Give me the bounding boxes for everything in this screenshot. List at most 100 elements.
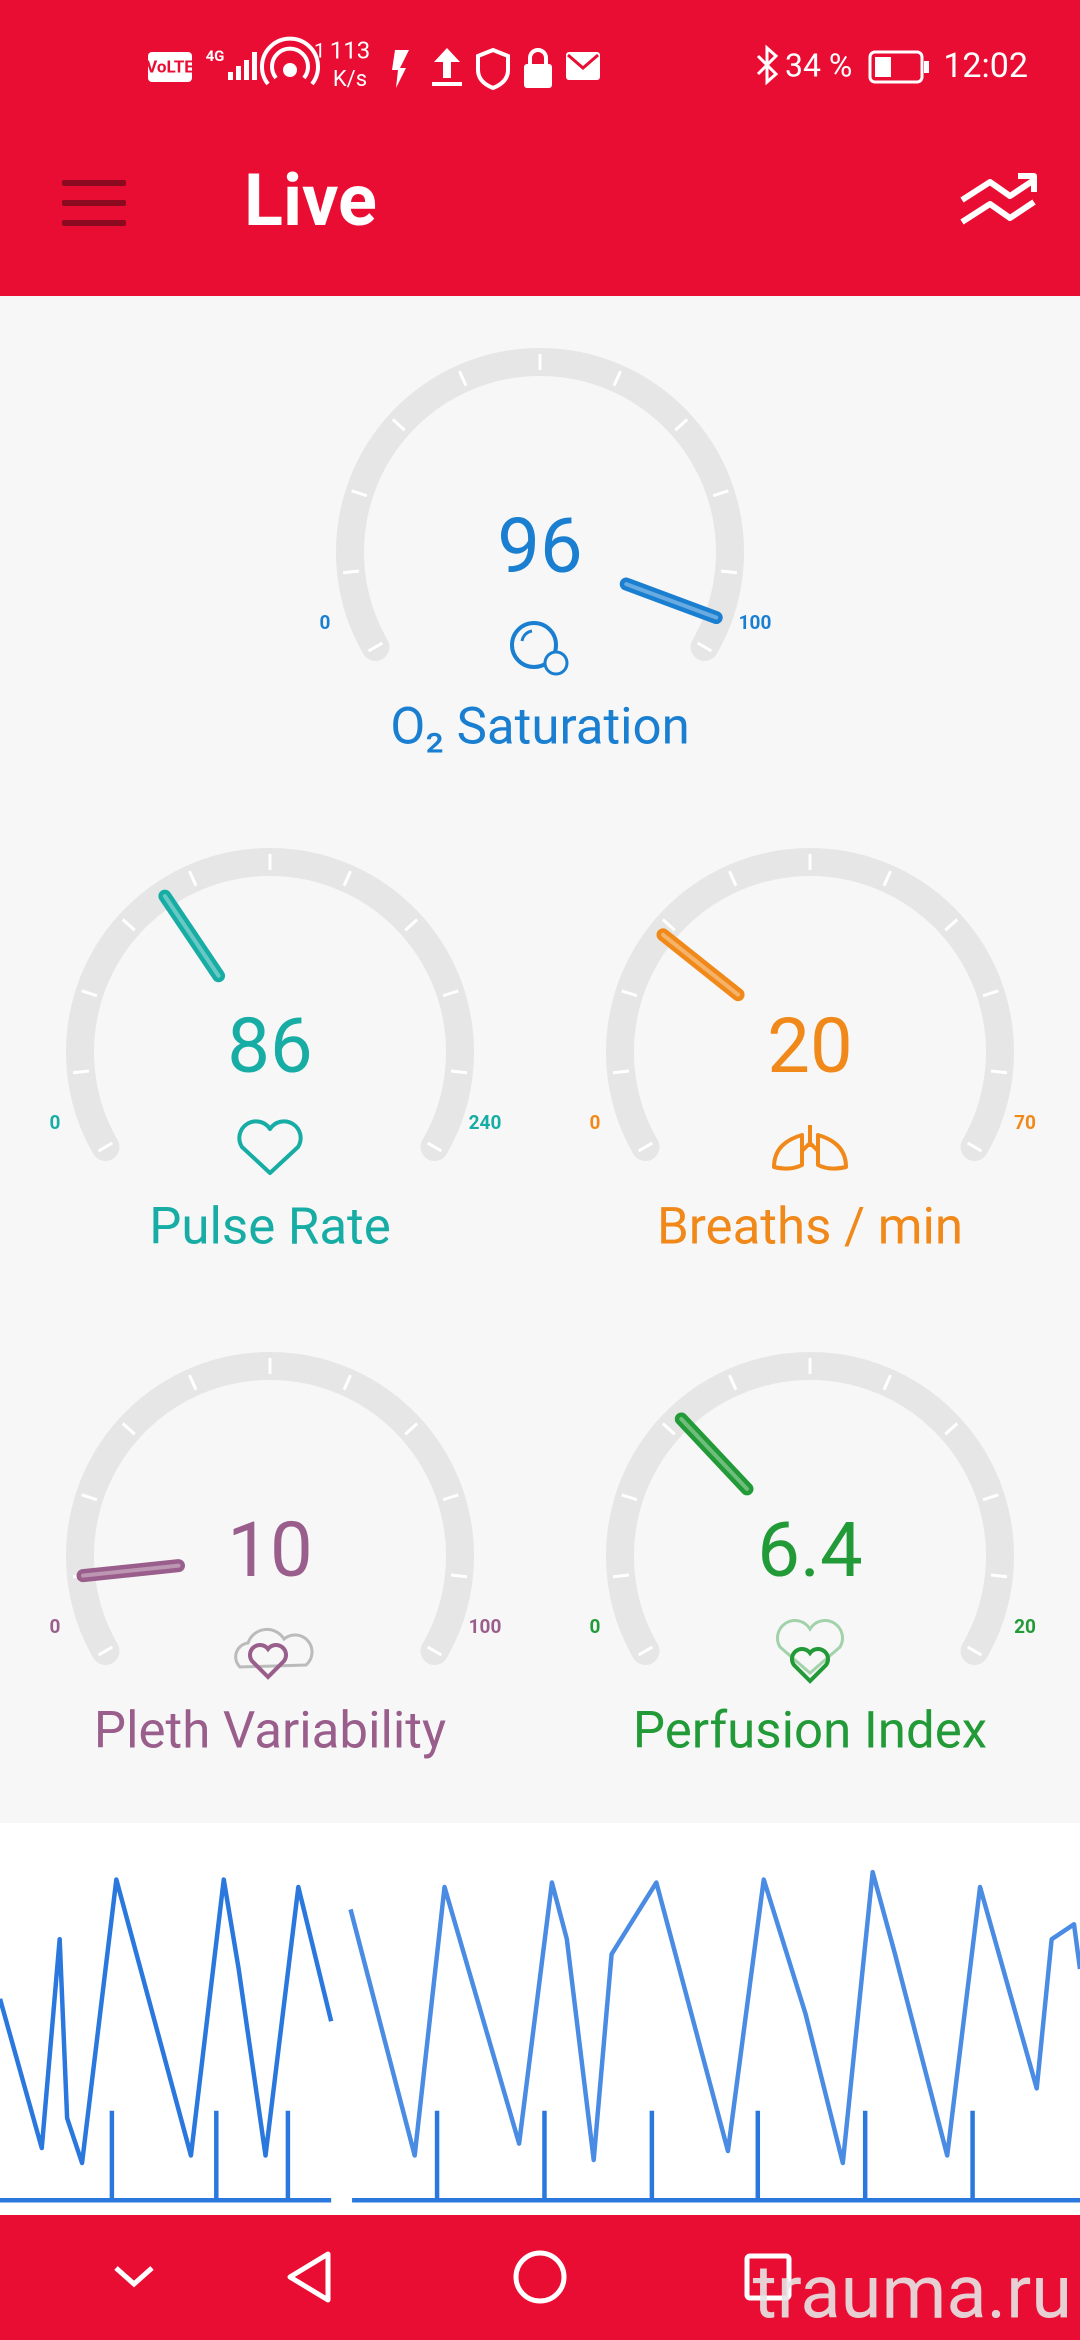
menu-button[interactable] <box>62 180 126 226</box>
gauge-max: 70 <box>1014 1111 1036 1134</box>
network-label: VoLTE <box>146 57 194 77</box>
gauge-icon <box>772 1125 848 1171</box>
gauge-tick <box>188 1374 198 1391</box>
gauge-tick <box>121 918 136 932</box>
icon-heart <box>248 1643 288 1680</box>
hotspot-count: 1 <box>314 38 325 62</box>
signal-label: 4G <box>206 47 225 65</box>
gauge-tick <box>720 569 738 575</box>
gauge-tick <box>966 1141 983 1153</box>
watermark: trauma.ru <box>753 2250 1072 2337</box>
hotspot-icon <box>260 36 320 86</box>
gauge-needle <box>674 1412 754 1496</box>
gauge-needle-shine <box>624 582 719 620</box>
gauge-tick <box>661 1422 676 1436</box>
gauge-tick <box>188 870 198 887</box>
gauge-value: 86 <box>227 1001 312 1091</box>
gauge-tick <box>661 918 676 932</box>
gauge-label: O₂ Saturation <box>390 697 690 756</box>
icon-sub <box>543 650 569 676</box>
gauge-tick <box>442 1493 459 1502</box>
signal-bars <box>228 52 257 80</box>
icon-cloud <box>234 1627 314 1669</box>
gauge-label: Breaths / min <box>657 1197 963 1256</box>
gauge-tick <box>458 370 468 387</box>
icon-heart <box>790 1647 830 1684</box>
gauge-tick <box>982 1493 999 1502</box>
gauge-icon <box>510 621 569 676</box>
gauge-tick <box>97 1141 114 1153</box>
gauge: 96 0 100 O₂ Saturation <box>320 348 772 756</box>
nav-home[interactable] <box>513 2250 567 2304</box>
gauge-tick <box>81 989 98 998</box>
gauge-min: 0 <box>590 1111 601 1134</box>
waveform-panel <box>0 1823 1080 2215</box>
nav-collapse[interactable] <box>114 2266 154 2288</box>
gauge-needle <box>158 889 226 983</box>
speed-value: 113 <box>330 36 370 64</box>
bluetooth-icon <box>756 44 779 86</box>
gauge-tick <box>612 1069 630 1075</box>
gauge-tick <box>728 870 738 887</box>
gauge-min: 0 <box>50 1111 61 1134</box>
gauge: 6.4 0 20 Perfusion Index <box>590 1352 1036 1760</box>
gauge-tick <box>426 1645 443 1657</box>
icon-heart <box>237 1119 303 1175</box>
gauge-min: 0 <box>50 1615 61 1638</box>
gauge-tick <box>351 489 368 498</box>
gauge-tick <box>612 370 622 387</box>
app-bar <box>0 0 1080 296</box>
icon-bubble <box>510 621 558 669</box>
gauge-tick <box>612 1573 630 1579</box>
gauge-needle-shine <box>162 894 221 978</box>
gauge-needle <box>619 577 723 625</box>
app-title: Live <box>244 158 377 243</box>
battery-level <box>875 57 891 77</box>
gauge-tick <box>97 1645 114 1657</box>
gauge-tick <box>674 418 689 432</box>
icon-lungs <box>772 1125 848 1171</box>
gauge: 86 0 240 Pulse Rate <box>50 848 502 1256</box>
gauge-tick <box>728 1374 738 1391</box>
status-icons <box>392 47 600 91</box>
gauge-tick <box>621 1493 638 1502</box>
gauge-tick <box>450 1069 468 1075</box>
pleth-waveform <box>0 1869 1080 2203</box>
gauge-value: 6.4 <box>757 1505 862 1595</box>
gauge-tick <box>342 870 352 887</box>
gauge-tick <box>391 418 406 432</box>
gauge-needle <box>76 1559 186 1583</box>
nav-bar <box>0 2215 1080 2340</box>
gauge-max: 100 <box>469 1615 502 1638</box>
gauge-icon <box>234 1627 314 1680</box>
gauge-tick <box>367 641 384 653</box>
gauge-max: 240 <box>469 1111 502 1134</box>
gauge-tick <box>404 1422 419 1436</box>
gauge-tick <box>426 1141 443 1153</box>
battery-tip <box>924 61 929 73</box>
gauge-tick <box>121 1422 136 1436</box>
gauge-label: Pleth Variability <box>94 1701 446 1760</box>
gauge-tick <box>637 1141 654 1153</box>
nav-recents[interactable] <box>744 2253 792 2301</box>
battery-icon <box>868 50 924 84</box>
gauge-needle <box>656 928 745 1002</box>
gauge-tick <box>404 918 419 932</box>
gauge-tick <box>442 989 459 998</box>
icon-heart-outer <box>776 1619 844 1675</box>
beat-markers <box>0 2110 1080 2203</box>
gauge-tick <box>982 989 999 998</box>
gauge-tick <box>637 1645 654 1657</box>
gauge-needle-shine <box>661 932 741 997</box>
gauge-tick <box>990 1573 1008 1579</box>
gauge-tick <box>882 1374 892 1391</box>
trend-button[interactable] <box>960 173 1037 225</box>
battery-label: 34 % <box>785 46 852 84</box>
gauge-tick <box>342 1374 352 1391</box>
gauge-max: 100 <box>739 611 772 634</box>
nav-back[interactable] <box>287 2251 331 2303</box>
gauge-tick <box>990 1069 1008 1075</box>
gauge-tick <box>944 918 959 932</box>
